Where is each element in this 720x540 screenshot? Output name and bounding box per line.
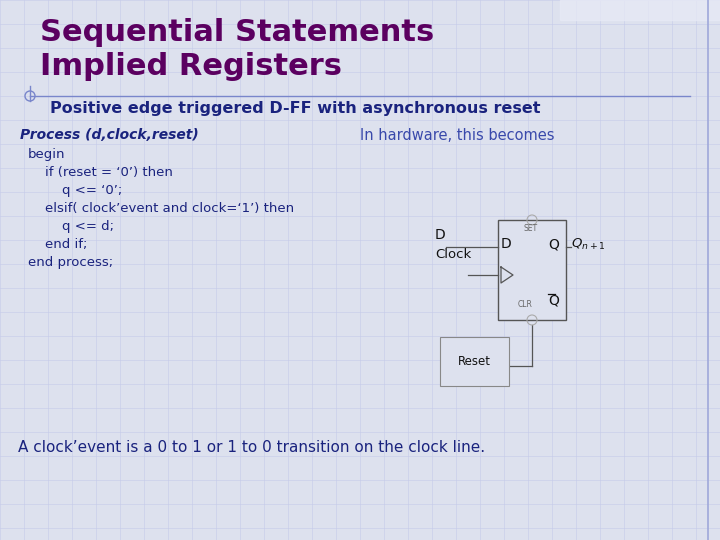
Text: A clock’event is a 0 to 1 or 1 to 0 transition on the clock line.: A clock’event is a 0 to 1 or 1 to 0 tran… [18, 440, 485, 455]
Text: SET: SET [524, 224, 538, 233]
Bar [560, 0, 720, 20]
Text: begin: begin [28, 148, 66, 161]
Text: q <= d;: q <= d; [28, 220, 114, 233]
Text: q <= ‘0’;: q <= ‘0’; [28, 184, 122, 197]
Text: CLR: CLR [518, 300, 533, 309]
Text: end if;: end if; [28, 238, 87, 251]
Text: D: D [501, 237, 512, 251]
Text: Implied Registers: Implied Registers [40, 52, 342, 81]
Text: D: D [435, 228, 446, 242]
Text: Q: Q [548, 237, 559, 251]
Text: elsif( clock’event and clock=‘1’) then: elsif( clock’event and clock=‘1’) then [28, 202, 294, 215]
Text: $Q_{n+1}$: $Q_{n+1}$ [571, 237, 606, 252]
Text: end process;: end process; [28, 256, 113, 269]
Text: Positive edge triggered D-FF with asynchronous reset: Positive edge triggered D-FF with asynch… [50, 101, 541, 116]
Text: if (reset = ‘0’) then: if (reset = ‘0’) then [28, 166, 173, 179]
Text: Sequential Statements: Sequential Statements [40, 18, 434, 47]
Text: Process (d,clock,reset): Process (d,clock,reset) [20, 128, 199, 142]
Text: Clock: Clock [435, 248, 472, 261]
Text: Q: Q [548, 294, 559, 308]
Text: In hardware, this becomes: In hardware, this becomes [360, 128, 554, 143]
Text: Reset: Reset [458, 355, 491, 368]
Bar [498, 220, 566, 320]
